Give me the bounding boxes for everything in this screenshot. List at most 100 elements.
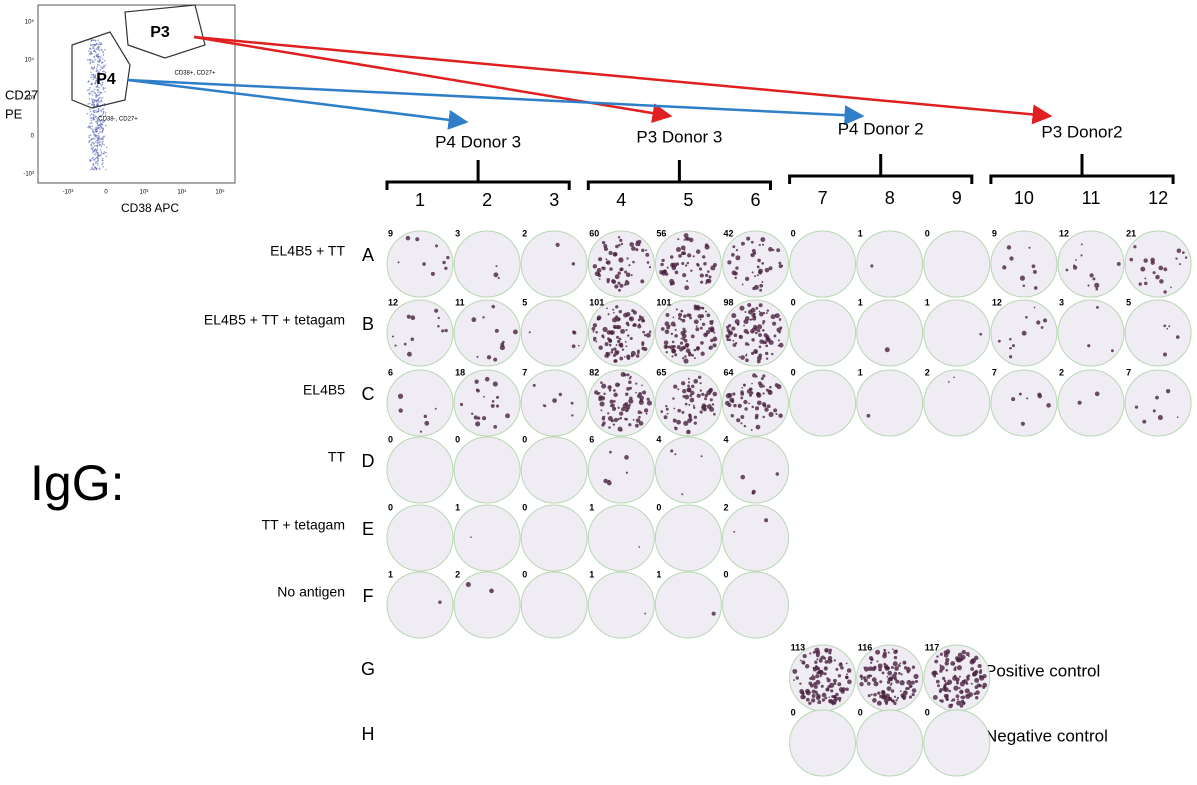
x-tick-label: -10³ [63, 190, 74, 196]
spot [646, 413, 648, 415]
spot [593, 337, 597, 341]
spot [710, 398, 713, 401]
spot [743, 385, 745, 387]
spot [605, 342, 609, 346]
spot [676, 420, 681, 425]
event [93, 114, 95, 116]
spot [493, 381, 498, 386]
spot [1034, 307, 1036, 309]
spot [767, 309, 769, 311]
spot [611, 348, 614, 351]
spot [801, 660, 805, 664]
spot [904, 666, 907, 669]
spot [1155, 275, 1160, 280]
spot [755, 351, 757, 353]
spot [609, 344, 612, 347]
spot [690, 270, 692, 272]
spot [681, 245, 686, 250]
spot [705, 310, 707, 312]
spot-count: 7 [522, 367, 527, 377]
spot [959, 690, 963, 694]
spot [683, 316, 685, 318]
spot [947, 652, 949, 654]
spot [1032, 264, 1036, 268]
spot [471, 317, 476, 322]
spot-count: 98 [724, 297, 734, 307]
event [94, 56, 96, 58]
spot [398, 394, 403, 399]
spot [470, 536, 472, 538]
column-label: 9 [952, 188, 962, 208]
spot [735, 255, 740, 260]
event [101, 49, 103, 51]
spot [444, 329, 447, 332]
spot [422, 262, 426, 266]
spot [1111, 349, 1114, 352]
spot [708, 327, 711, 330]
event [98, 102, 100, 104]
spot [1163, 290, 1166, 293]
spot [682, 338, 685, 341]
spot [900, 680, 905, 685]
event [97, 148, 99, 150]
spot [741, 242, 745, 246]
spot [600, 409, 602, 411]
spot [665, 346, 668, 349]
spot [681, 381, 685, 385]
spot [825, 666, 827, 668]
spot [977, 683, 981, 687]
spot [677, 388, 679, 390]
spot [1023, 284, 1026, 287]
spot [889, 697, 891, 699]
well [655, 437, 721, 503]
spot [649, 331, 652, 334]
spot [640, 279, 644, 283]
spot [737, 324, 739, 326]
event [95, 92, 97, 94]
spot [757, 274, 759, 276]
spot [641, 249, 644, 252]
spot [826, 677, 828, 679]
spot-count: 12 [388, 297, 398, 307]
spot [682, 273, 686, 277]
event [98, 53, 100, 55]
spot [834, 659, 836, 661]
event [102, 127, 104, 129]
well [723, 370, 789, 436]
spot [622, 348, 624, 350]
spot [669, 325, 671, 327]
spots [712, 612, 716, 616]
spot [755, 307, 758, 310]
event [98, 39, 100, 41]
spot [686, 280, 688, 282]
spot [616, 336, 619, 339]
spot [819, 659, 823, 663]
spot [1153, 409, 1156, 412]
spot [910, 685, 912, 687]
spot [1142, 420, 1146, 424]
column-label: 4 [616, 190, 626, 210]
spot [891, 666, 894, 669]
spot [975, 696, 978, 699]
spot-count: 12 [992, 297, 1002, 307]
spot [947, 683, 949, 685]
spot-count: 113 [791, 642, 806, 652]
spot [1021, 422, 1025, 426]
spot [665, 329, 670, 334]
spot [704, 397, 707, 400]
spot [1163, 353, 1167, 357]
event [99, 128, 101, 130]
spot [672, 397, 674, 399]
spot [676, 308, 678, 310]
spot [960, 681, 965, 686]
spot-count: 82 [589, 367, 599, 377]
spot [614, 284, 618, 288]
spot [887, 681, 890, 684]
spot [1020, 276, 1025, 281]
spot [859, 682, 863, 686]
spot [776, 472, 779, 475]
spot [815, 674, 819, 678]
spot [757, 360, 761, 364]
event [90, 62, 92, 64]
spot-count: 7 [992, 367, 997, 377]
